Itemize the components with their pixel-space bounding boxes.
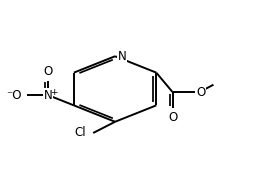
Text: N: N: [118, 50, 126, 63]
Text: O: O: [43, 65, 53, 78]
Text: N: N: [44, 88, 52, 101]
Text: ⁻O: ⁻O: [6, 88, 22, 101]
Text: +: +: [50, 88, 58, 97]
Text: O: O: [168, 111, 177, 124]
Text: O: O: [196, 86, 206, 99]
Text: Cl: Cl: [74, 127, 86, 140]
